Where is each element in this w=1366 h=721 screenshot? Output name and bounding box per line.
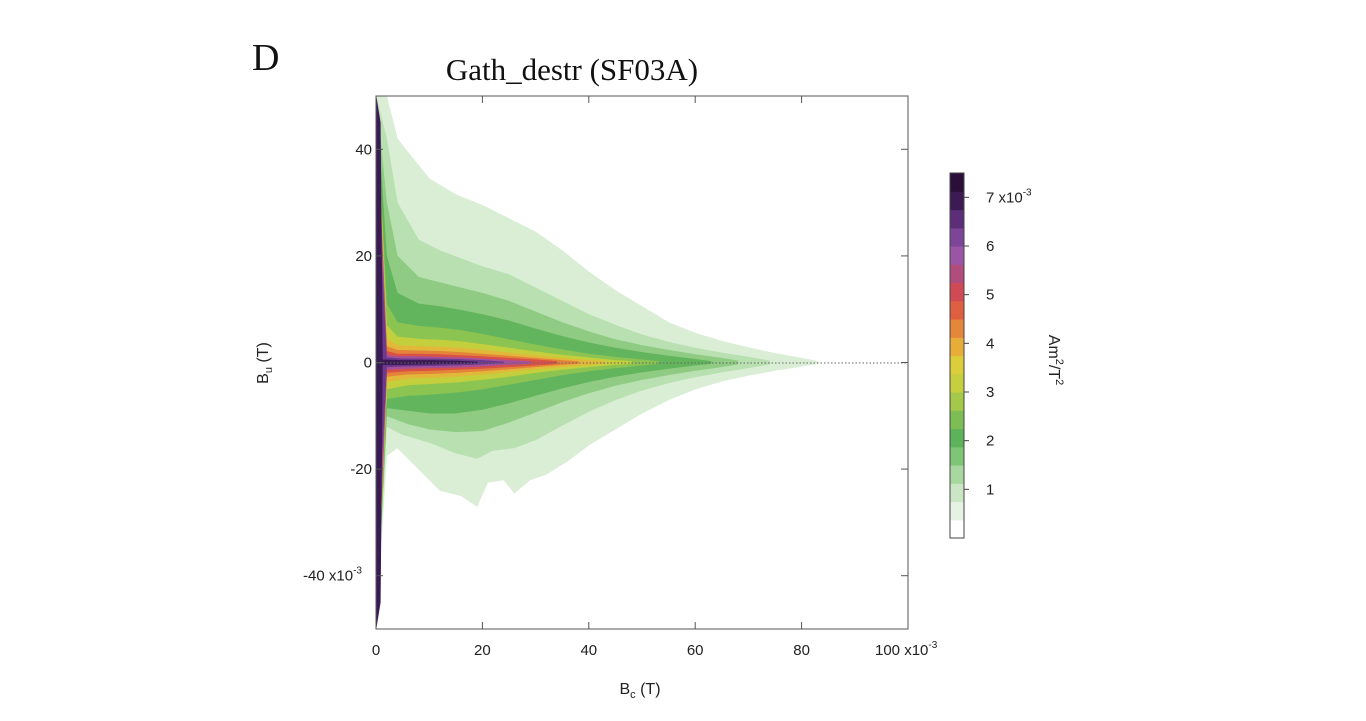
colorbar-level	[950, 209, 964, 229]
colorbar-level	[950, 227, 964, 247]
colorbar-frame	[949, 172, 965, 539]
colorbar	[950, 173, 964, 539]
colorbar-level	[950, 282, 964, 302]
y-axis: 40 20 0 -20 -40 x10-3	[303, 141, 908, 585]
x-tick-label: 80	[793, 642, 810, 659]
colorbar-level	[950, 337, 964, 357]
contour-band-12	[376, 96, 478, 629]
y-tick-label: -20	[350, 461, 372, 478]
colorbar-ticks: 1 2 3 4 5 6 7 x10-3	[964, 187, 1032, 498]
x-tick-label: 40	[580, 642, 597, 659]
colorbar-level	[950, 428, 964, 448]
x-tick-label: 0	[372, 642, 380, 659]
colorbar-level	[950, 465, 964, 484]
colorbar-level	[950, 392, 964, 411]
colorbar-level	[950, 300, 964, 320]
colorbar-tick-label: 4	[986, 335, 994, 352]
y-tick-label: 40	[355, 141, 372, 158]
chart-title: Gath_destr (SF03A)	[446, 52, 698, 87]
colorbar-tick-label: 3	[986, 384, 994, 401]
colorbar-tick-label: 2	[986, 433, 994, 450]
colorbar-level	[950, 319, 964, 338]
colorbar-tick-label: 1	[986, 481, 994, 498]
y-axis-label: Bu (T)	[255, 342, 275, 384]
colorbar-level	[950, 355, 964, 375]
y-tick-label: 20	[355, 248, 372, 265]
x-tick-label: 60	[687, 642, 704, 659]
y-tick-label: 0	[364, 355, 372, 372]
colorbar-level	[950, 173, 964, 192]
x-tick-label: 100 x10-3	[875, 640, 938, 659]
colorbar-label: Am2/T2	[1045, 335, 1065, 385]
colorbar-level	[950, 264, 964, 284]
panel-label: D	[252, 37, 279, 79]
colorbar-tick-label: 6	[986, 238, 994, 255]
x-tick-label: 20	[474, 642, 491, 659]
colorbar-level	[950, 373, 964, 393]
x-axis: 0 20 40 60 80 100 x10-3	[372, 96, 938, 659]
x-axis-label: Bc (T)	[619, 681, 660, 701]
colorbar-tick-label: 5	[986, 287, 994, 304]
colorbar-level	[950, 483, 964, 503]
colorbar-tick-label: 7 x10-3	[986, 187, 1032, 206]
colorbar-level	[950, 501, 964, 521]
colorbar-level	[950, 246, 964, 265]
colorbar-level	[950, 519, 964, 539]
colorbar-level	[950, 446, 964, 466]
y-tick-label: -40 x10-3	[303, 566, 362, 585]
colorbar-level	[950, 410, 964, 430]
colorbar-level	[950, 191, 964, 211]
